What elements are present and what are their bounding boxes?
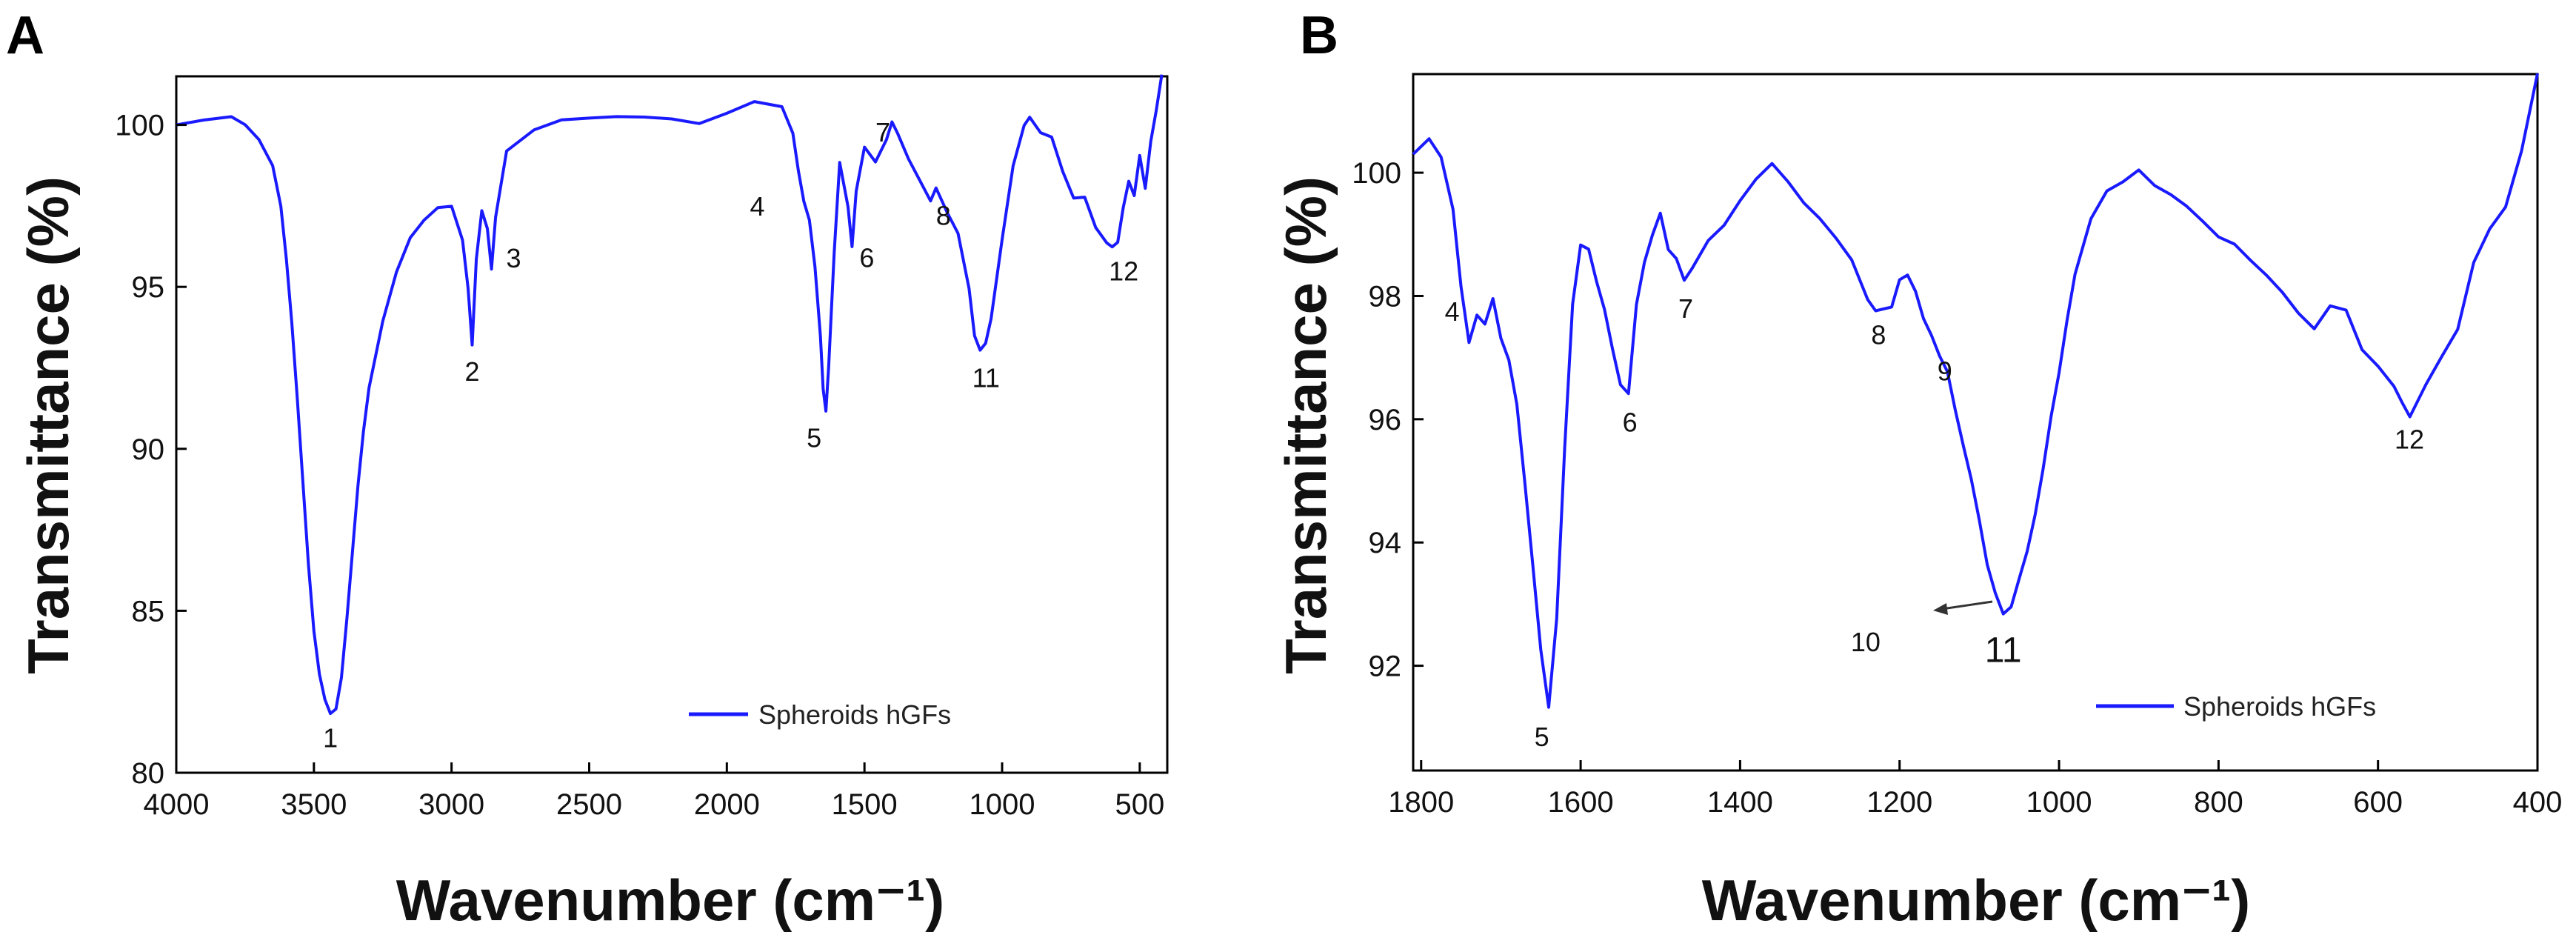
peak-label-a-11: 11 [972, 363, 1000, 393]
peak-label-a-12: 12 [1109, 256, 1138, 287]
plot-frame-a [175, 75, 1169, 774]
y-tick-label-a: 85 [132, 595, 165, 628]
x-tick-label-a: 3000 [418, 788, 484, 821]
y-tick-label-a: 90 [132, 433, 165, 466]
x-tick-label-a: 2500 [556, 788, 622, 821]
panel-letter-b: B [1300, 6, 1338, 65]
spectrum-line-b [1412, 73, 2539, 709]
series-group-b [1412, 73, 2539, 709]
x-tick-label-a: 1000 [970, 788, 1035, 821]
legend-label-b: Spheroids hGFs [2183, 691, 2376, 722]
y-tick-label-b: 92 [1369, 650, 1402, 683]
y-axis-title-a: Transmittance (%) [16, 176, 81, 674]
ticks-group-a: 4000 3500 3000 2500 2000 1500 1000 500808590951… [115, 110, 1164, 821]
peak-label-a-5: 5 [807, 422, 821, 453]
peak-label-b-9: 9 [1938, 356, 1952, 387]
x-axis-title-a: Wavenumber (cm⁻¹) [396, 868, 944, 933]
annotations-group-b: 4 5 6 7 8 9 10 11 12 [1445, 293, 2424, 752]
panel-letter-a: A [6, 6, 44, 65]
y-tick-label-b: 96 [1369, 404, 1402, 436]
spectrum-line-a [176, 74, 1164, 716]
peak-label-a-3: 3 [507, 243, 521, 273]
x-tick-label-a: 4000 [144, 788, 210, 821]
x-tick-label-a: 1500 [832, 788, 898, 821]
peak-label-b-6: 6 [1623, 407, 1638, 438]
x-tick-label-b: 1800 [1388, 786, 1454, 819]
peak-label-b-12: 12 [2395, 425, 2424, 455]
peak-label-b-10: 10 [1851, 627, 1881, 657]
peak-label-b-8: 8 [1871, 319, 1886, 350]
plot-frame-b [1412, 73, 2539, 772]
x-tick-label-a: 2000 [694, 788, 760, 821]
x-tick-label-b: 400 [2513, 786, 2563, 819]
legend-label-a: Spheroids hGFs [758, 699, 951, 730]
peak-label-b-11: 11 [1985, 631, 2022, 671]
y-tick-label-a: 80 [132, 757, 165, 790]
peak-10-arrow-head [1933, 603, 1948, 615]
peak-label-a-7: 7 [875, 117, 890, 147]
peak-label-b-4: 4 [1445, 296, 1460, 327]
y-tick-label-b: 94 [1369, 527, 1402, 559]
peak-label-a-6: 6 [859, 242, 874, 273]
legend-b: Spheroids hGFs [2096, 691, 2376, 722]
peak-10-arrow-shaft [1941, 600, 1993, 610]
x-tick-label-b: 1600 [1548, 786, 1614, 819]
legend-a: Spheroids hGFs [689, 699, 951, 730]
y-axis-title-b: Transmittance (%) [1273, 176, 1338, 674]
y-tick-label-a: 95 [132, 271, 165, 304]
panel-a: A 4000 3500 3000 2500 2000 1500 1000 5008085909… [6, 6, 1169, 933]
y-tick-label-a: 100 [115, 110, 164, 142]
y-tick-label-b: 100 [1352, 157, 1401, 190]
x-tick-label-b: 1200 [1866, 786, 1932, 819]
peak-label-b-5: 5 [1535, 722, 1549, 752]
peak-label-a-2: 2 [465, 356, 480, 387]
x-axis-title-b: Wavenumber (cm⁻¹) [1702, 868, 2250, 933]
peak-label-a-4: 4 [750, 191, 765, 222]
y-tick-label-b: 98 [1369, 280, 1402, 313]
peak-label-a-1: 1 [323, 722, 338, 753]
series-group-a [176, 74, 1164, 716]
x-tick-label-b: 1000 [2026, 786, 2092, 819]
x-tick-label-b: 800 [2194, 786, 2243, 819]
x-tick-label-a: 500 [1115, 788, 1164, 821]
peak-label-a-8: 8 [936, 201, 951, 231]
x-tick-label-a: 3500 [281, 788, 347, 821]
x-tick-label-b: 600 [2353, 786, 2403, 819]
x-tick-label-b: 1400 [1707, 786, 1773, 819]
panel-b: B 1800 1600 1400 1200 1000 800 600 400929496981… [1273, 6, 2562, 933]
peak-label-b-7: 7 [1678, 293, 1693, 324]
